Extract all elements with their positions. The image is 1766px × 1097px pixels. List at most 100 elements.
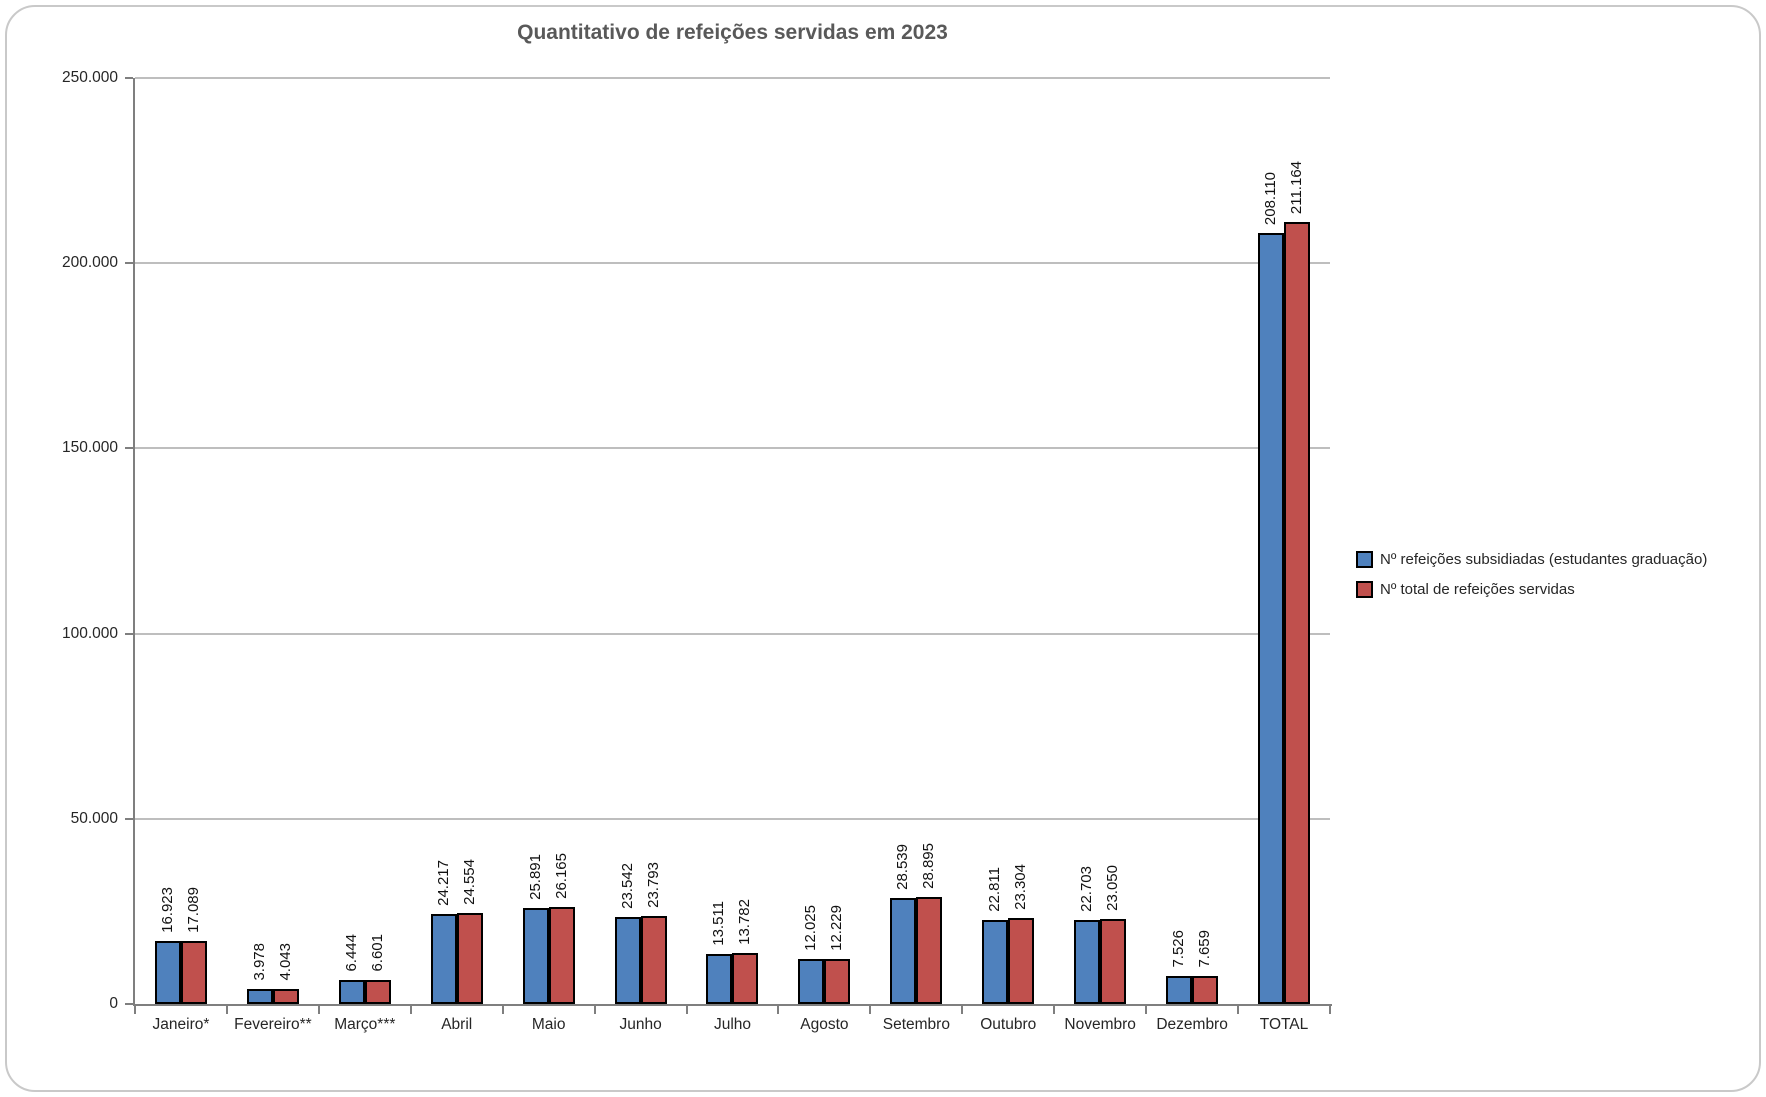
bar-value-label: 23.542 [618, 863, 636, 909]
x-axis-category-label: Junho [619, 1016, 662, 1033]
x-axis-tick [961, 1006, 964, 1014]
bar-total [272, 989, 299, 1004]
y-axis-tick [125, 447, 133, 450]
bar-value-label: 24.554 [460, 859, 478, 905]
x-axis-tick [1237, 1006, 1240, 1014]
x-axis-category-label: Dezembro [1156, 1016, 1228, 1033]
bar-value-label: 4.043 [276, 943, 294, 981]
bar-value-label: 13.511 [710, 901, 728, 946]
x-axis-tick [593, 1006, 596, 1014]
category-slot: 22.703 23.050 [1054, 78, 1146, 1004]
bar-value-label: 22.703 [1078, 866, 1096, 912]
x-axis-tick [869, 1006, 872, 1014]
legend-label: Nº total de refeições servidas [1380, 581, 1575, 598]
x-axis-tick [317, 1006, 320, 1014]
bar-value-label: 17.089 [184, 887, 202, 933]
x-axis-category-label: Julho [713, 1016, 752, 1033]
bar-value-label: 24.217 [434, 860, 452, 906]
legend-swatch-total [1356, 581, 1373, 598]
bar-total [456, 913, 483, 1004]
bar-total [1008, 918, 1035, 1004]
category-slot: 28.539 28.895 [870, 78, 962, 1004]
x-axis-category-label: Setembro [882, 1016, 950, 1033]
bar-value-label: 7.659 [1196, 930, 1214, 968]
bar-subsidiadas [154, 941, 181, 1004]
gridline [135, 817, 1330, 820]
y-axis-tick-label: 0 [109, 995, 118, 1012]
x-axis-tick [225, 1006, 228, 1014]
gridline [135, 262, 1330, 265]
category-slot: 23.542 23.793 [595, 78, 687, 1004]
y-axis-tick [125, 817, 133, 820]
bar-value-label: 26.165 [552, 853, 570, 899]
gridline [135, 77, 1330, 79]
bar-value-label: 12.229 [828, 905, 846, 951]
bar-value-label: 22.811 [986, 867, 1004, 912]
y-axis-tick-label: 100.000 [61, 624, 118, 642]
category-slot: 24.217 24.554 [411, 78, 503, 1004]
bar-value-label: 12.025 [802, 905, 820, 951]
x-axis-tick [1329, 1006, 1331, 1014]
plot-area: 16.923 17.089 3.978 4.043 6.444 6.601 24.217 24… [135, 77, 1330, 1004]
bar-value-label: 23.304 [1012, 864, 1030, 910]
bar-total [180, 941, 207, 1004]
bar-subsidiadas [522, 908, 549, 1004]
bar-value-label: 23.050 [1104, 865, 1122, 911]
x-axis-tick [777, 1006, 780, 1014]
x-axis-category-label: Novembro [1064, 1016, 1136, 1033]
bar-value-label: 211.164 [1288, 160, 1306, 214]
category-slot: 3.978 4.043 [227, 78, 319, 1004]
bar-value-label: 6.444 [342, 934, 360, 972]
bar-slots: 16.923 17.089 3.978 4.043 6.444 6.601 24.217 24… [135, 78, 1330, 1004]
chart-title: Quantitativo de refeições servidas em 20… [517, 21, 948, 44]
bar-subsidiadas [614, 917, 641, 1004]
bar-subsidiadas [246, 989, 273, 1004]
bar-value-label: 16.923 [158, 887, 176, 933]
bar-value-label: 28.895 [920, 843, 938, 889]
x-axis-tick [409, 1006, 412, 1014]
bar-total [640, 916, 667, 1004]
x-axis-category-label: Maio [531, 1016, 566, 1033]
bar-total [1192, 976, 1219, 1004]
bar-total [732, 953, 759, 1004]
bar-subsidiadas [890, 898, 917, 1004]
gridline [135, 632, 1330, 635]
bar-value-label: 28.539 [894, 844, 912, 890]
bar-total [1100, 919, 1127, 1004]
y-axis-tick [125, 632, 133, 635]
x-axis-tick [501, 1006, 504, 1014]
y-axis-tick-label: 150.000 [61, 439, 118, 457]
bar-subsidiadas [430, 914, 457, 1004]
y-axis-tick-label: 50.000 [70, 809, 118, 827]
bar-value-label: 3.978 [250, 943, 268, 981]
x-axis-tick [685, 1006, 688, 1014]
x-axis-tick [134, 1006, 136, 1014]
x-axis-category-label: Janeiro* [152, 1016, 210, 1033]
bar-total [548, 907, 575, 1004]
bar-subsidiadas [1258, 233, 1285, 1004]
y-axis-tick-label: 200.000 [61, 254, 118, 272]
bar-subsidiadas [706, 954, 733, 1004]
bar-total [1284, 222, 1311, 1004]
bar-subsidiadas [1166, 976, 1193, 1004]
legend: Nº refeições subsidiadas (estudantes gra… [1356, 551, 1707, 611]
x-axis-category-label: TOTAL [1259, 1016, 1309, 1033]
category-slot: 25.891 26.165 [503, 78, 595, 1004]
category-slot: 7.526 7.659 [1146, 78, 1238, 1004]
category-slot: 16.923 17.089 [135, 78, 227, 1004]
bar-value-label: 7.526 [1170, 930, 1188, 968]
x-axis-category-label: Abril [441, 1016, 473, 1033]
y-axis-tick-label: 250.000 [61, 69, 118, 86]
bar-value-label: 208.110 [1262, 171, 1280, 225]
category-slot: 22.811 23.304 [962, 78, 1054, 1004]
category-slot: 12.025 12.229 [778, 78, 870, 1004]
y-axis-tick [125, 77, 133, 79]
bar-subsidiadas [982, 920, 1009, 1004]
gridline [135, 447, 1330, 450]
bar-total [916, 897, 943, 1004]
bar-value-label: 6.601 [368, 934, 386, 972]
category-slot: 6.444 6.601 [319, 78, 411, 1004]
category-slot: 13.511 13.782 [687, 78, 779, 1004]
x-axis-category-label: Fevereiro** [234, 1016, 312, 1033]
bar-value-label: 13.782 [736, 899, 754, 945]
